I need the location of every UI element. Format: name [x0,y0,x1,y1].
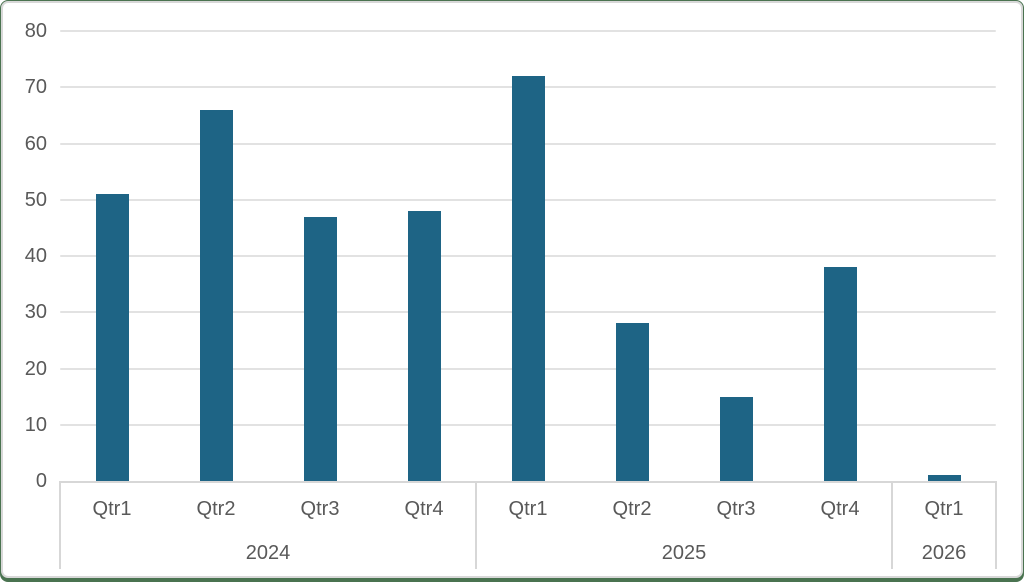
bar-2024-qtr4 [408,211,441,481]
group-divider-2 [891,481,893,569]
quarter-label-2024-qtr3: Qtr3 [300,498,340,520]
bar-chart-plot-area: 0 10 20 30 40 50 60 70 80 Qtr1 Qtr2 Qtr3 Qtr4 2024 Qtr… [3,3,1021,576]
bar-2025-qtr4 [824,267,857,481]
quarter-label-2025-qtr1: Qtr1 [508,498,548,520]
bar-2024-qtr2 [200,110,233,481]
year-label-2025: 2025 [661,542,707,564]
gridline-80 [60,30,996,32]
quarter-label-2025-qtr2: Qtr2 [612,498,652,520]
bar-2024-qtr1 [96,194,129,481]
y-tick-label-70: 70 [24,76,47,99]
group-divider-1 [475,481,477,569]
y-tick-label-10: 10 [24,413,47,436]
x-axis-line [60,481,996,483]
year-label-2024: 2024 [245,542,291,564]
y-tick-label-30: 30 [24,301,47,324]
quarter-label-2024-qtr1: Qtr1 [92,498,132,520]
y-tick-label-20: 20 [24,357,47,380]
quarter-label-2024-qtr2: Qtr2 [196,498,236,520]
bar-2026-qtr1 [928,475,961,481]
year-label-2026: 2026 [921,542,967,564]
group-divider-3 [995,481,997,569]
quarter-label-2025-qtr4: Qtr4 [820,498,860,520]
y-tick-label-0: 0 [35,470,47,492]
y-tick-label-80: 80 [24,20,47,42]
bar-2025-qtr3 [720,397,753,481]
quarter-label-2024-qtr4: Qtr4 [404,498,444,520]
group-divider-0 [59,481,61,569]
y-tick-label-60: 60 [24,132,47,155]
bar-2025-qtr2 [616,323,649,481]
bar-2025-qtr1 [512,76,545,481]
y-tick-label-50: 50 [24,188,47,211]
quarter-label-2025-qtr3: Qtr3 [716,498,756,520]
y-tick-label-40: 40 [24,245,47,267]
bar-2024-qtr3 [304,217,337,481]
quarter-label-2026-qtr1: Qtr1 [924,498,964,520]
